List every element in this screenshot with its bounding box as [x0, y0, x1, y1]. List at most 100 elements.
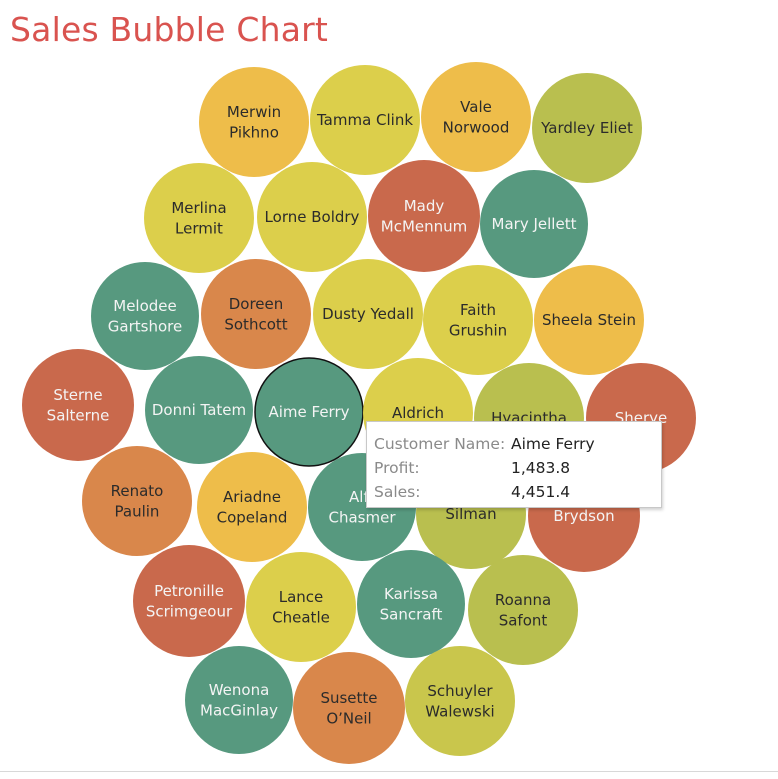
- bubble-label: Wenona: [209, 681, 270, 699]
- bubble-label: Chasmer: [329, 508, 397, 526]
- bubble-circle[interactable]: [310, 65, 420, 175]
- bubble-circle[interactable]: [133, 545, 245, 657]
- bubble-mady-mcmennum[interactable]: Mady McMennum: [368, 160, 480, 272]
- bubble-label: Grushin: [449, 321, 507, 339]
- bubble-label: Melodee: [113, 297, 177, 315]
- bubble-dusty-yedall[interactable]: Dusty Yedall: [313, 259, 423, 369]
- bubble-label: Norwood: [443, 118, 510, 136]
- bubble-circle[interactable]: [313, 259, 423, 369]
- bubble-circle[interactable]: [532, 73, 642, 183]
- bubble-label: Safont: [499, 611, 548, 629]
- bubble-label: Merlina: [171, 199, 226, 217]
- bubble-lorne-boldry[interactable]: Lorne Boldry: [257, 162, 367, 272]
- bubble-circle[interactable]: [421, 62, 531, 172]
- bubble-label: Yardley Eliet: [540, 119, 633, 137]
- bubble-circle[interactable]: [368, 160, 480, 272]
- bubble-label: Dusty Yedall: [322, 305, 414, 323]
- tooltip-value: 4,451.4: [511, 483, 571, 501]
- divider: [0, 771, 778, 772]
- bubble-circle[interactable]: [246, 552, 356, 662]
- bubble-schuyler-walewski[interactable]: Schuyler Walewski: [405, 646, 515, 756]
- bubble-label: Schuyler: [427, 682, 493, 700]
- bubble-tamma-clink[interactable]: Tamma Clink: [310, 65, 420, 175]
- bubble-label: Karissa: [384, 585, 438, 603]
- bubble-ariadne-copeland[interactable]: Ariadne Copeland: [197, 452, 307, 562]
- bubble-circle[interactable]: [145, 356, 253, 464]
- bubble-circle[interactable]: [201, 259, 311, 369]
- bubble-circle[interactable]: [22, 349, 134, 461]
- bubble-label: Cheatle: [272, 608, 330, 626]
- bubble-circle[interactable]: [197, 452, 307, 562]
- tooltip-key: Profit:: [374, 459, 420, 477]
- bubble-melodee-gartshore[interactable]: Melodee Gartshore: [91, 262, 199, 370]
- bubble-karissa-sancraft[interactable]: Karissa Sancraft: [357, 550, 465, 658]
- bubble-circle[interactable]: [82, 446, 192, 556]
- bubble-mary-jellett[interactable]: Mary Jellett: [480, 170, 588, 278]
- bubble-label: O’Neil: [326, 709, 371, 727]
- bubble-sterne-salterne[interactable]: Sterne Salterne: [22, 349, 134, 461]
- bubble-label: Merwin: [227, 103, 281, 121]
- bubble-faith-grushin[interactable]: Faith Grushin: [423, 265, 533, 375]
- bubble-vale-norwood[interactable]: Vale Norwood: [421, 62, 531, 172]
- bubble-label: Brydson: [553, 507, 614, 525]
- tooltip-value: Aime Ferry: [511, 435, 595, 453]
- bubble-label: Walewski: [425, 702, 494, 720]
- bubble-label: Renato: [111, 482, 164, 500]
- bubble-circle[interactable]: [480, 170, 588, 278]
- bubble-renato-paulin[interactable]: Renato Paulin: [82, 446, 192, 556]
- bubble-label: Mary Jellett: [492, 215, 577, 233]
- tooltip-key: Customer Name:: [374, 435, 506, 453]
- bubble-circle[interactable]: [293, 652, 405, 764]
- bubble-label: Silman: [445, 505, 496, 523]
- bubble-circle[interactable]: [257, 162, 367, 272]
- tooltip-value: 1,483.8: [511, 459, 571, 477]
- bubble-circle[interactable]: [199, 67, 309, 177]
- bubble-label: Lermit: [175, 219, 223, 237]
- chart-title: Sales Bubble Chart: [10, 10, 329, 49]
- bubble-label: MacGinlay: [200, 701, 278, 719]
- bubble-circle[interactable]: [254, 357, 364, 467]
- bubble-petronille-scrimgeour[interactable]: Petronille Scrimgeour: [133, 545, 245, 657]
- bubble-circle[interactable]: [534, 265, 644, 375]
- bubble-sheela-stein[interactable]: Sheela Stein: [534, 265, 644, 375]
- bubble-merlina-lermit[interactable]: Merlina Lermit: [144, 163, 254, 273]
- bubble-label: Sterne: [53, 386, 102, 404]
- tooltip-row-profit: Profit: 1,483.8: [374, 456, 661, 480]
- bubble-circle[interactable]: [468, 555, 578, 665]
- bubble-donni-tatem[interactable]: Donni Tatem: [145, 356, 253, 464]
- bubble-circle[interactable]: [423, 265, 533, 375]
- bubble-label: Aldrich: [392, 404, 444, 422]
- bubble-label: Paulin: [115, 502, 160, 520]
- bubble-merwin-pikhno[interactable]: Merwin Pikhno: [199, 67, 309, 177]
- bubble-label: Gartshore: [108, 317, 182, 335]
- bubble-label: Vale: [460, 98, 492, 116]
- bubble-label: Pikhno: [229, 123, 279, 141]
- tooltip-row-sales: Sales: 4,451.4: [374, 480, 661, 504]
- bubble-circle[interactable]: [405, 646, 515, 756]
- bubble-label: Petronille: [154, 582, 224, 600]
- bubble-label: Lance: [279, 588, 324, 606]
- bubble-label: McMennum: [381, 217, 468, 235]
- bubble-circle[interactable]: [91, 262, 199, 370]
- bubble-label: Copeland: [217, 508, 288, 526]
- bubble-label: Salterne: [47, 406, 110, 424]
- bubble-lance-cheatle[interactable]: Lance Cheatle: [246, 552, 356, 662]
- bubble-wenona-macginlay[interactable]: Wenona MacGinlay: [185, 646, 293, 754]
- bubble-circle[interactable]: [357, 550, 465, 658]
- bubble-circle[interactable]: [144, 163, 254, 273]
- bubble-label: Roanna: [495, 591, 551, 609]
- tooltip: Customer Name: Aime Ferry Profit: 1,483.…: [366, 421, 662, 508]
- bubble-label: Tamma Clink: [316, 111, 413, 129]
- bubble-roanna-safont[interactable]: Roanna Safont: [468, 555, 578, 665]
- bubble-label: Mady: [404, 197, 445, 215]
- bubble-doreen-sothcott[interactable]: Doreen Sothcott: [201, 259, 311, 369]
- bubble-susette-o-neil[interactable]: Susette O’Neil: [293, 652, 405, 764]
- bubble-yardley-eliet[interactable]: Yardley Eliet: [532, 73, 642, 183]
- bubble-label: Sothcott: [224, 315, 287, 333]
- bubble-circle[interactable]: [185, 646, 293, 754]
- bubble-aime-ferry[interactable]: Aime Ferry: [254, 357, 364, 467]
- bubble-label: Ariadne: [223, 488, 281, 506]
- bubble-label: Scrimgeour: [146, 602, 233, 620]
- bubble-label: Faith: [460, 301, 496, 319]
